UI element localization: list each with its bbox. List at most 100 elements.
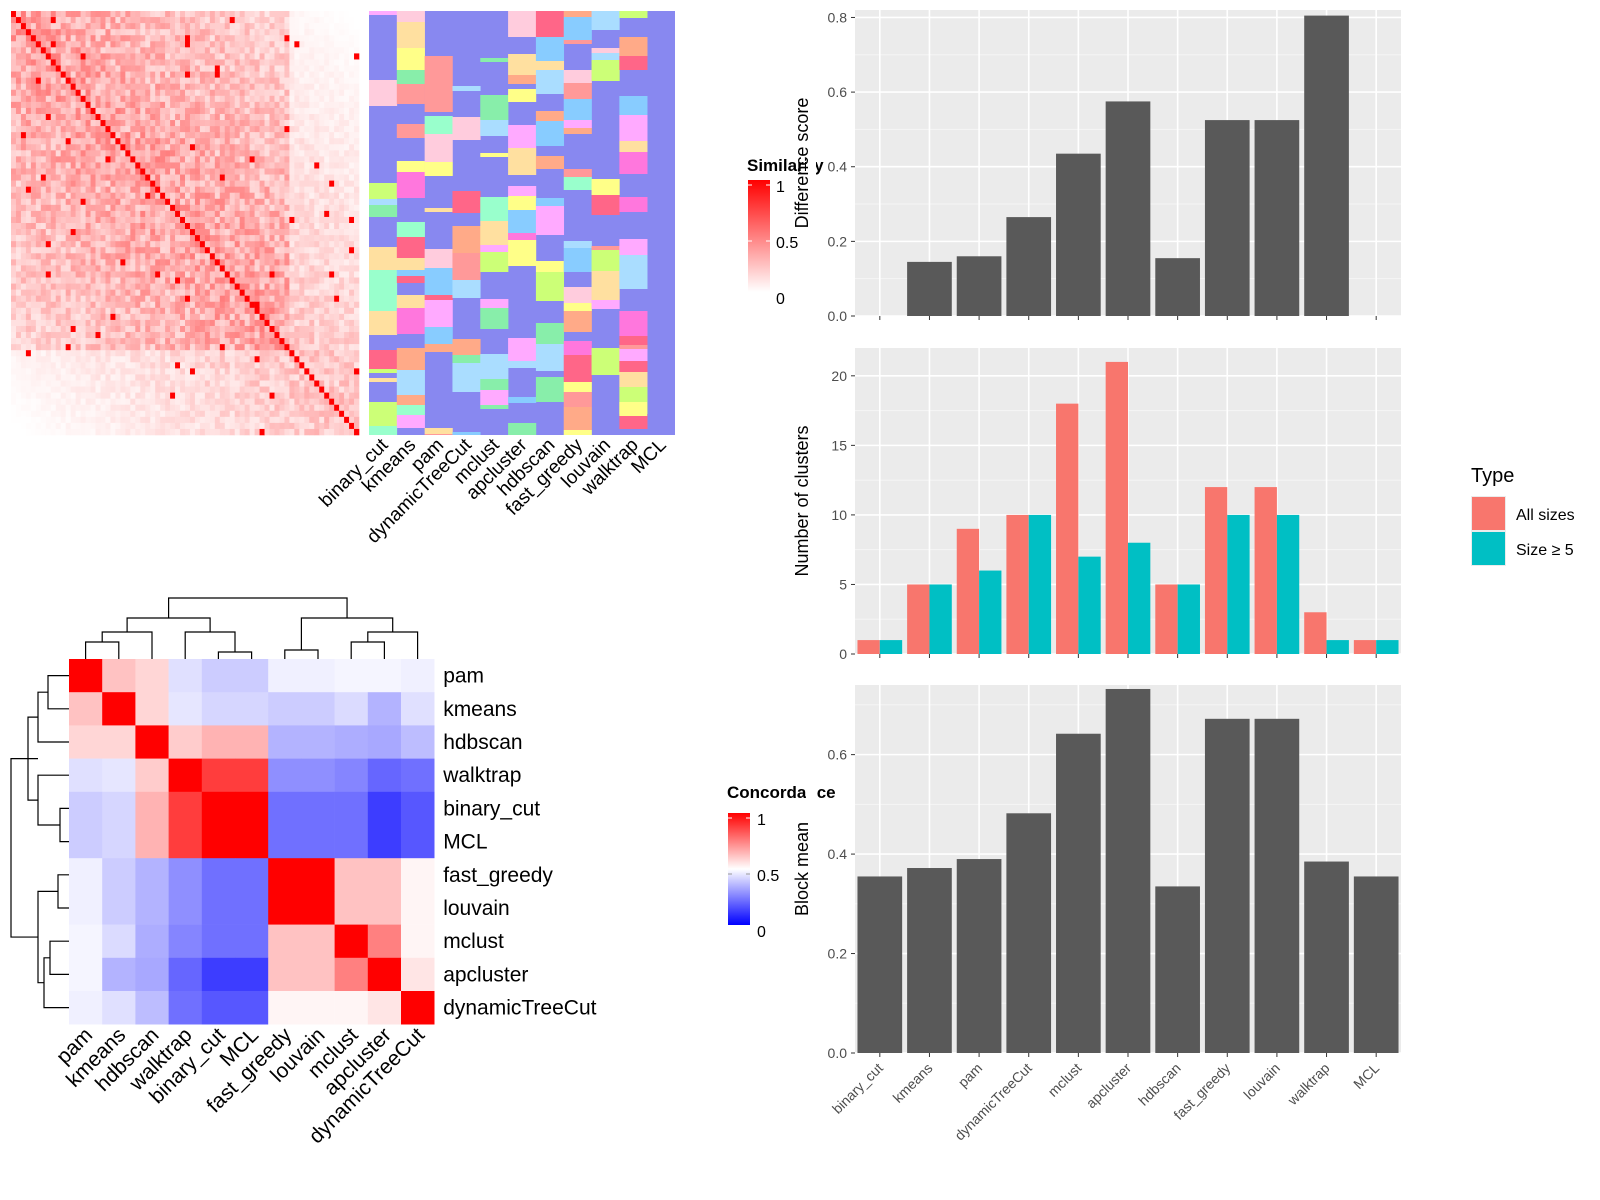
similarity-cell <box>204 126 211 133</box>
similarity-cell <box>269 307 275 315</box>
similarity-cell <box>105 271 111 278</box>
similarity-cell <box>344 313 350 321</box>
similarity-cell <box>25 368 32 375</box>
similarity-cell <box>165 83 171 91</box>
similarity-cell <box>249 398 255 406</box>
similarity-cell <box>105 144 111 151</box>
similarity-cell <box>294 416 300 424</box>
similarity-cell <box>299 47 305 54</box>
similarity-cell <box>304 362 310 369</box>
similarity-cell <box>269 265 275 272</box>
similarity-cell <box>209 186 216 194</box>
similarity-cell <box>289 150 295 157</box>
similarity-cell <box>219 428 226 436</box>
similarity-cell <box>354 204 360 212</box>
similarity-cell <box>155 132 161 139</box>
similarity-cell <box>279 241 285 248</box>
similarity-cell <box>150 247 156 254</box>
similarity-cell <box>324 229 330 236</box>
similarity-cell <box>115 241 121 248</box>
similarity-cell <box>259 144 265 151</box>
similarity-cell <box>15 253 22 260</box>
similarity-cell <box>40 113 47 121</box>
similarity-cell <box>25 380 32 387</box>
similarity-cell <box>249 41 255 48</box>
similarity-cell <box>20 150 27 157</box>
similarity-cell <box>349 350 355 357</box>
similarity-cell <box>214 216 221 224</box>
similarity-cell <box>259 247 265 254</box>
similarity-cell <box>254 89 260 97</box>
annotation-cell <box>452 355 481 363</box>
similarity-cell <box>194 23 201 30</box>
similarity-cell <box>70 95 76 103</box>
similarity-cell <box>209 338 216 345</box>
similarity-cell <box>150 350 156 357</box>
similarity-cell <box>309 362 315 369</box>
similarity-cell <box>354 120 360 127</box>
similarity-cell <box>80 95 86 103</box>
similarity-cell <box>130 271 136 278</box>
similarity-cell <box>95 138 101 145</box>
similarity-cell <box>354 101 360 109</box>
similarity-cell <box>80 223 86 230</box>
similarity-cell <box>105 113 111 121</box>
similarity-cell <box>204 53 211 60</box>
similarity-cell <box>304 156 310 163</box>
similarity-cell <box>234 404 240 412</box>
similarity-cell <box>80 186 86 194</box>
similarity-cell <box>90 11 96 18</box>
similarity-cell <box>354 283 360 290</box>
similarity-cell <box>254 229 260 236</box>
similarity-cell <box>319 428 325 436</box>
similarity-cell <box>279 295 285 303</box>
similarity-cell <box>11 289 17 296</box>
similarity-cell <box>314 380 320 387</box>
similarity-cell <box>45 83 52 91</box>
similarity-cell <box>264 386 270 393</box>
similarity-cell <box>60 344 66 351</box>
similarity-cell <box>294 223 300 230</box>
similarity-cell <box>120 11 126 18</box>
similarity-cell <box>145 374 151 381</box>
similarity-cell <box>309 198 315 206</box>
similarity-cell <box>219 101 226 109</box>
similarity-cell <box>100 192 106 200</box>
similarity-cell <box>135 83 141 91</box>
similarity-cell <box>15 410 22 418</box>
similarity-cell <box>204 277 211 284</box>
similarity-cell <box>324 77 330 84</box>
similarity-cell <box>189 398 196 406</box>
similarity-cell <box>120 325 126 333</box>
similarity-cell <box>130 35 136 42</box>
similarity-cell <box>324 65 330 72</box>
similarity-cell <box>244 223 250 230</box>
similarity-cell <box>130 289 136 296</box>
similarity-cell <box>11 380 17 387</box>
similarity-cell <box>25 229 32 236</box>
similarity-cell <box>105 120 111 127</box>
similarity-cell <box>120 180 126 187</box>
similarity-cell <box>274 289 280 296</box>
similarity-cell <box>135 265 141 272</box>
similarity-cell <box>289 422 295 430</box>
similarity-cell <box>254 138 260 145</box>
similarity-cell <box>85 65 91 72</box>
similarity-cell <box>309 107 315 115</box>
similarity-cell <box>224 295 231 303</box>
similarity-cell <box>120 17 126 24</box>
similarity-cell <box>150 210 156 218</box>
similarity-cell <box>170 247 176 254</box>
similarity-cell <box>334 126 340 133</box>
similarity-cell <box>259 253 265 260</box>
similarity-cell <box>279 319 285 327</box>
similarity-cell <box>25 83 32 91</box>
similarity-cell <box>354 319 360 327</box>
similarity-cell <box>189 350 196 357</box>
similarity-cell <box>105 23 111 30</box>
similarity-cell <box>170 95 176 103</box>
similarity-cell <box>249 186 255 194</box>
similarity-cell <box>115 410 121 418</box>
similarity-cell <box>145 120 151 127</box>
similarity-cell <box>50 223 57 230</box>
